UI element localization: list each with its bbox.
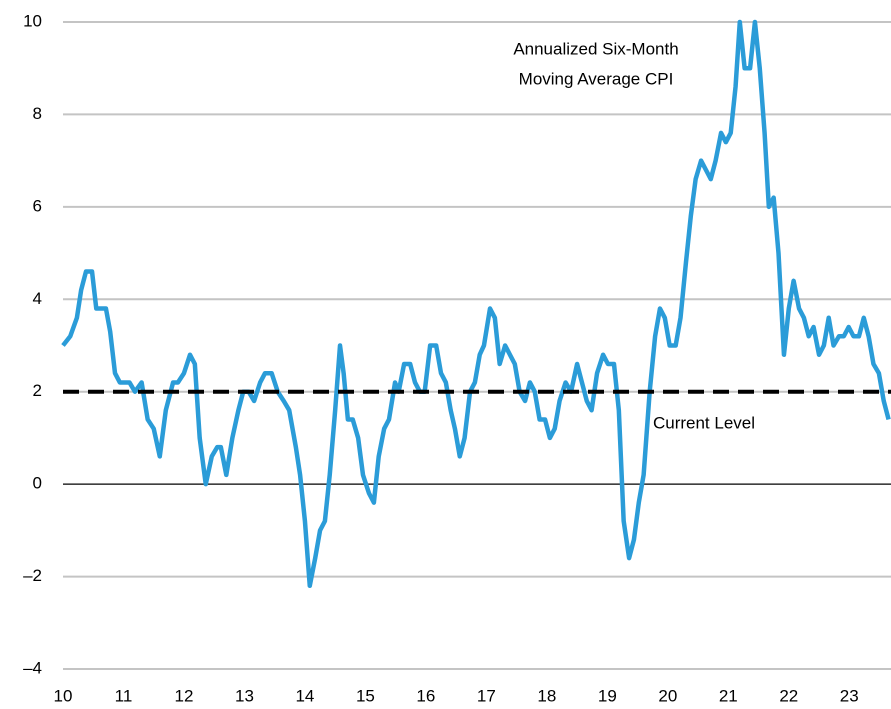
y-tick-label: –2 [23,566,42,585]
x-tick-label: 21 [719,686,738,705]
x-tick-label: 18 [537,686,556,705]
x-tick-label: 16 [416,686,435,705]
x-tick-label: 17 [477,686,496,705]
y-tick-label: 4 [33,289,42,308]
y-tick-label: 8 [33,104,42,123]
series-line [61,19,891,589]
x-tick-label: 15 [356,686,375,705]
annotation-line: Annualized Six-Month [513,39,678,58]
y-tick-label: 6 [33,196,42,215]
annotation-line: Moving Average CPI [519,69,674,88]
x-tick-label: 12 [175,686,194,705]
x-tick-label: 19 [598,686,617,705]
x-tick-label: 14 [295,686,314,705]
x-tick-label: 10 [54,686,73,705]
reference-label: Current Level [653,413,755,432]
x-tick-label: 23 [840,686,859,705]
x-tick-label: 13 [235,686,254,705]
y-tick-label: 10 [23,11,42,30]
x-tick-label: 11 [115,686,133,705]
x-tick-label: 22 [779,686,798,705]
y-tick-label: 2 [33,381,42,400]
y-tick-label: –4 [23,658,42,677]
x-tick-label: 20 [658,686,677,705]
y-tick-label: 0 [33,474,42,493]
